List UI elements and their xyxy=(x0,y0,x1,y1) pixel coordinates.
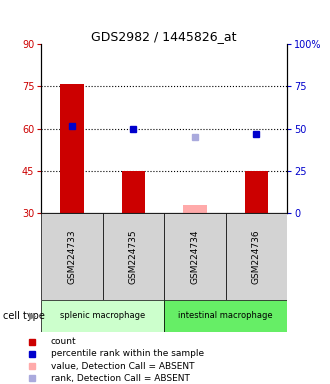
Bar xyxy=(122,171,145,213)
Bar xyxy=(164,213,226,300)
Text: splenic macrophage: splenic macrophage xyxy=(60,311,145,320)
Text: rank, Detection Call = ABSENT: rank, Detection Call = ABSENT xyxy=(50,374,189,382)
Text: GSM224736: GSM224736 xyxy=(252,229,261,284)
Text: GSM224733: GSM224733 xyxy=(67,229,77,284)
Title: GDS2982 / 1445826_at: GDS2982 / 1445826_at xyxy=(91,30,237,43)
Bar xyxy=(226,213,287,300)
Text: value, Detection Call = ABSENT: value, Detection Call = ABSENT xyxy=(50,361,194,371)
Bar xyxy=(183,205,207,213)
Text: cell type: cell type xyxy=(3,311,45,321)
Text: percentile rank within the sample: percentile rank within the sample xyxy=(50,349,204,359)
Text: ▶: ▶ xyxy=(29,311,37,321)
Bar xyxy=(103,213,164,300)
Text: GSM224735: GSM224735 xyxy=(129,229,138,284)
Bar xyxy=(60,84,84,213)
Bar xyxy=(41,213,103,300)
Text: GSM224734: GSM224734 xyxy=(190,229,199,283)
Bar xyxy=(245,171,268,213)
Bar xyxy=(164,300,287,332)
Bar xyxy=(41,300,164,332)
Text: intestinal macrophage: intestinal macrophage xyxy=(178,311,273,320)
Text: count: count xyxy=(50,338,76,346)
